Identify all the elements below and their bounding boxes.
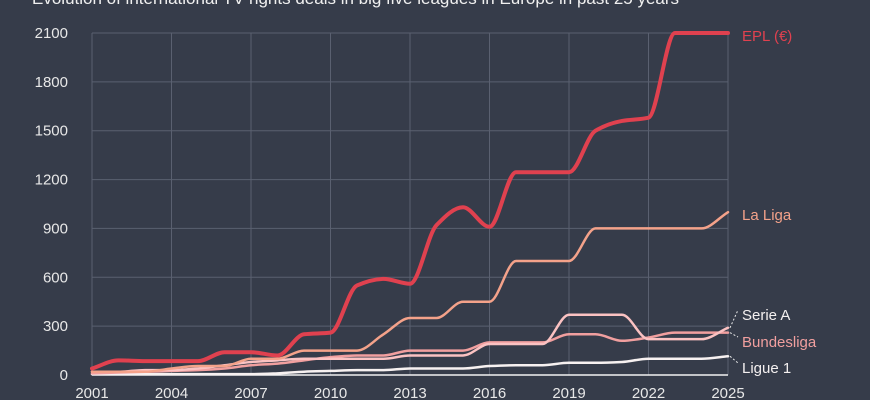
series-line-serie-a (90, 313, 730, 373)
y-tick-label: 1800 (35, 74, 68, 91)
x-tick-label: 2001 (75, 385, 108, 400)
chart-title: Evolution of international TV rights dea… (32, 0, 679, 8)
label-leader-serie-a (729, 309, 739, 328)
series-line-la-liga (90, 210, 730, 373)
x-tick-label: 2016 (473, 385, 506, 400)
x-tick-label: 2010 (314, 385, 347, 400)
x-tick-label: 2025 (711, 385, 744, 400)
series-line-ligue-1 (90, 355, 730, 376)
x-tick-label: 2013 (393, 385, 426, 400)
x-tick-label: 2019 (552, 385, 585, 400)
y-tick-label: 2100 (35, 25, 68, 42)
series-lines (90, 31, 730, 376)
series-label-serie-a: Serie A (742, 307, 790, 324)
axis-ticks: 0 300 600 900 1200 1500 1800 2100 2001 2004 2007 20… (35, 25, 745, 400)
label-leader-ligue-1 (729, 355, 739, 364)
x-tick-label: 2004 (155, 385, 188, 400)
series-label-epl: EPL (€) (742, 28, 792, 45)
y-tick-label: 900 (43, 220, 68, 237)
label-leader-bundesliga (729, 332, 739, 338)
y-tick-label: 1200 (35, 172, 68, 189)
y-tick-label: 0 (60, 367, 68, 384)
series-line-bundesliga (90, 331, 730, 375)
x-tick-label: 2022 (632, 385, 665, 400)
y-tick-label: 1500 (35, 123, 68, 140)
series-label-la-liga: La Liga (742, 207, 792, 224)
series-label-ligue-1: Ligue 1 (742, 360, 791, 377)
y-tick-label: 300 (43, 318, 68, 335)
series-line-epl (90, 31, 730, 371)
x-tick-label: 2007 (234, 385, 267, 400)
grid (91, 32, 729, 376)
y-tick-label: 600 (43, 269, 68, 286)
series-labels: EPL (€) La Liga Serie A Bundesliga Ligue 1 (729, 28, 817, 377)
series-label-bundesliga: Bundesliga (742, 334, 817, 351)
